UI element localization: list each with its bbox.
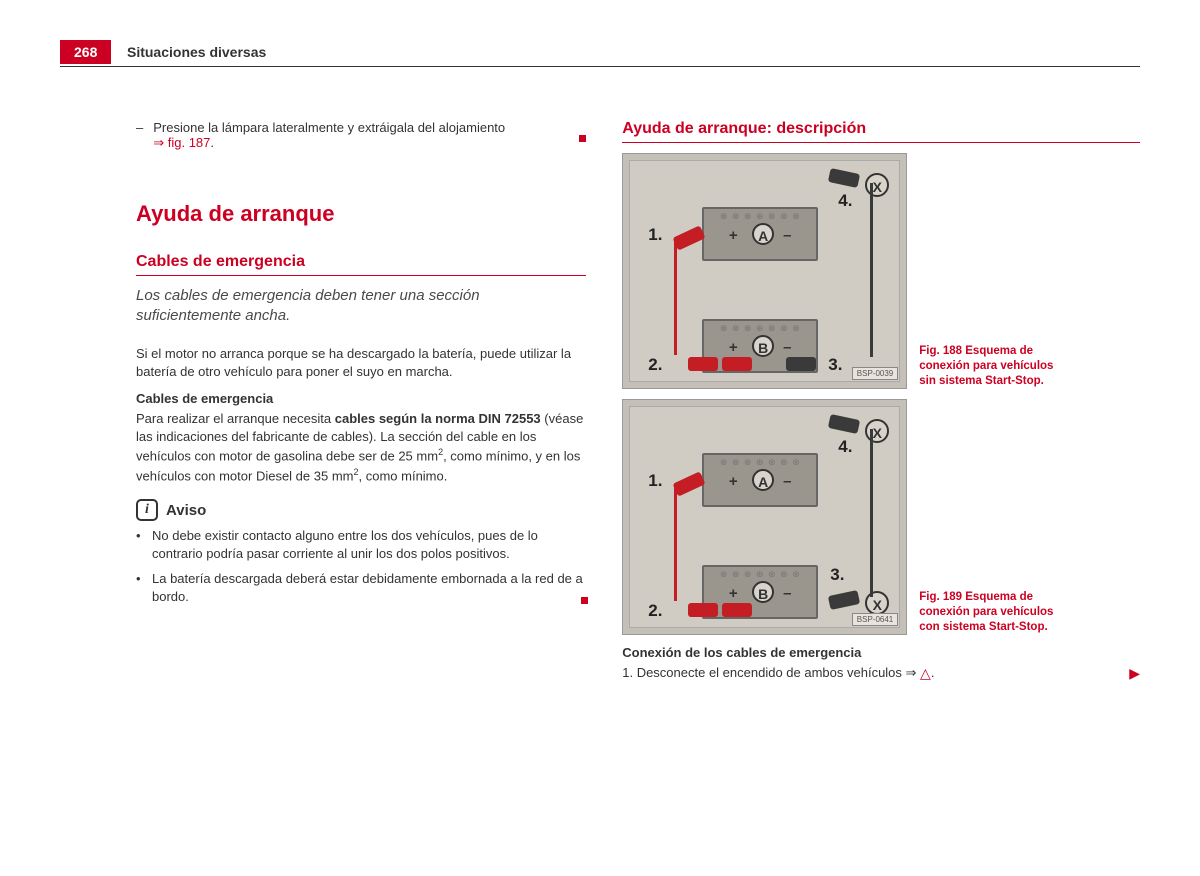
black-clamp-3 [786,357,816,371]
diagram-188-inner: + – A + – B X 1. 2. 3. 4. [629,160,900,382]
bsp-code-188: BSP-0039 [852,367,898,380]
step-num-4: 4. [838,191,852,211]
black-clamp-3b [828,590,860,610]
aviso-item-2: La batería descargada deberá estar debid… [136,570,586,606]
black-clamp-4 [828,168,860,188]
minus-icon: – [778,473,796,491]
figure-188-caption: Fig. 188 Esquema de conexión para vehícu… [919,344,1069,389]
paragraph-1: Si el motor no arranca porque se ha desc… [136,345,586,381]
diagram-188: + – A + – B X 1. 2. 3. 4. [622,153,907,389]
red-clamp-1b [673,471,706,496]
battery-a: + – A [702,207,818,261]
step-1-suffix: . [931,665,935,680]
bsp-code-189: BSP-0641 [852,613,898,626]
step-num-2: 2. [648,355,662,375]
warning-triangle-icon: △ [920,664,931,684]
p2-bold: cables según la norma DIN 72553 [335,411,541,426]
battery-label-b: B [752,335,774,357]
figure-188-row: + – A + – B X 1. 2. 3. 4. [622,153,1140,389]
section-heading: Ayuda de arranque [136,201,586,227]
step-num-3b: 3. [830,565,844,585]
battery-label-b-2: B [752,581,774,603]
p2-part-a: Para realizar el arranque necesita [136,411,335,426]
page-number: 268 [60,40,111,64]
diagram-189-inner: + – A + – B X X 1. 2. 3. 4. [629,406,900,628]
sub-heading-cables: Cables de emergencia [136,391,586,406]
paragraph-2: Para realizar el arranque necesita cable… [136,410,586,485]
continue-arrow-icon: ▶ [1129,664,1140,684]
step-1-text: 1. Desconecte el encendido de ambos vehí… [622,665,920,680]
red-clamp-2 [688,357,718,371]
minus-icon: – [778,339,796,357]
subsection-heading-descripcion: Ayuda de arranque: descripción [622,120,1140,143]
aviso-header: i Aviso [136,499,586,521]
fig-187-ref: ⇒ fig. 187 [153,135,210,150]
step-num-4b: 4. [838,437,852,457]
terminal-x-bot: X [865,591,889,615]
plus-icon: + [724,339,742,357]
aviso-label: Aviso [166,502,206,519]
red-clamp-1 [673,225,706,250]
right-column: Ayuda de arranque: descripción + – A + –… [622,120,1140,836]
battery-a-2: + – A [702,453,818,507]
aviso-item-2-text: La batería descargada deberá estar debid… [152,571,583,604]
page-header: 268 Situaciones diversas [60,40,1140,67]
red-clamp-3b [722,603,752,617]
intro-italic: Los cables de emergencia deben tener una… [136,286,586,327]
red-cable-v-2 [674,485,677,601]
subsection-heading-cables: Cables de emergencia [136,253,586,276]
plus-icon: + [724,227,742,245]
battery-b-2: + – B [702,565,818,619]
p2-part-d: , como mínimo. [359,468,448,483]
intro-text-suffix: . [210,135,214,150]
end-marker-icon [579,135,586,142]
step-num-1b: 1. [648,471,662,491]
end-marker-icon-2 [581,597,588,604]
aviso-list: No debe existir contacto alguno entre lo… [136,527,586,606]
step-1-line: 1. Desconecte el encendido de ambos vehí… [622,664,1140,684]
plus-icon: + [724,585,742,603]
sub-heading-conexion: Conexión de los cables de emergencia [622,645,1140,660]
left-column: – Presione la lámpara lateralmente y ext… [136,120,586,836]
intro-text: Presione la lámpara lateralmente y extrá… [153,120,505,135]
terminal-x-top: X [865,419,889,443]
header-section-title: Situaciones diversas [127,44,266,60]
intro-bullet-line: – Presione la lámpara lateralmente y ext… [136,120,586,151]
aviso-item-1: No debe existir contacto alguno entre lo… [136,527,586,563]
figure-189-row: + – A + – B X X 1. 2. 3. 4. [622,399,1140,635]
red-cable-v [674,239,677,355]
minus-icon: – [778,585,796,603]
black-cable-v [870,183,873,357]
battery-label-a: A [752,223,774,245]
minus-icon: – [778,227,796,245]
content-area: – Presione la lámpara lateralmente y ext… [136,120,1140,836]
battery-label-a-2: A [752,469,774,491]
red-clamp-3 [722,357,752,371]
step-num-2b: 2. [648,601,662,621]
red-clamp-2b [688,603,718,617]
diagram-189: + – A + – B X X 1. 2. 3. 4. [622,399,907,635]
step-num-1: 1. [648,225,662,245]
terminal-x: X [865,173,889,197]
black-cable-v-2 [870,429,873,597]
info-icon: i [136,499,158,521]
plus-icon: + [724,473,742,491]
black-clamp-4b [828,414,860,434]
step-num-3: 3. [828,355,842,375]
figure-189-caption: Fig. 189 Esquema de conexión para vehícu… [919,590,1069,635]
dash-icon: – [136,120,143,151]
